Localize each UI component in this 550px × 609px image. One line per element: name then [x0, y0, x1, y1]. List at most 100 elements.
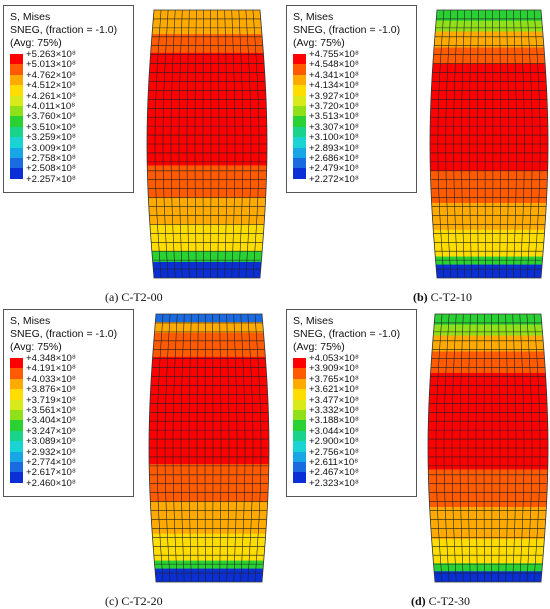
legend-title: S, Mises [10, 315, 50, 327]
color-swatch [10, 389, 23, 399]
caption-letter: (c) [105, 594, 118, 608]
color-scale [293, 358, 306, 483]
legend-value: +2.460×10⁸ [26, 479, 76, 489]
color-swatch [10, 137, 23, 147]
legend-value: +3.621×10⁸ [309, 385, 359, 395]
color-swatch [293, 389, 306, 399]
color-swatch [293, 127, 306, 137]
color-swatch [293, 148, 306, 158]
color-swatch [293, 64, 306, 74]
stress-band [148, 569, 270, 583]
color-swatch [293, 472, 306, 482]
panel-c: S, Mises SNEG, (fraction = -1.0) (Avg: 7… [0, 304, 275, 608]
stress-band [427, 314, 549, 325]
legend-value: +4.512×10⁸ [26, 81, 76, 91]
stress-band [146, 53, 268, 166]
stress-band [146, 10, 268, 19]
value-list: +5.263×10⁸ +5.013×10⁸ +4.762×10⁸ +4.512×… [26, 50, 76, 185]
color-swatch [10, 358, 23, 368]
color-swatch [293, 137, 306, 147]
stress-band [429, 257, 549, 266]
color-swatch [10, 420, 23, 430]
stress-band [146, 262, 268, 279]
color-swatch [10, 452, 23, 462]
color-swatch [293, 431, 306, 441]
value-list: +4.053×10⁸ +3.909×10⁸ +3.765×10⁸ +3.621×… [309, 354, 359, 489]
legend-value: +2.900×10⁸ [309, 437, 359, 447]
stress-band [146, 224, 268, 251]
stress-band [146, 251, 268, 262]
legend-value: +2.257×10⁸ [26, 175, 76, 185]
caption-name: C-T2-20 [121, 594, 162, 608]
legend-subtitle: SNEG, (fraction = -1.0) [293, 328, 400, 340]
color-swatch [293, 85, 306, 95]
legend-title: S, Mises [293, 315, 333, 327]
cylinder-model [427, 308, 549, 588]
legend-avg: (Avg: 75%) [10, 37, 62, 49]
color-swatch [10, 472, 23, 482]
color-swatch [10, 116, 23, 126]
legend: S, Mises SNEG, (fraction = -1.0) (Avg: 7… [3, 309, 134, 497]
color-scale [10, 54, 23, 179]
panel-d: S, Mises SNEG, (fraction = -1.0) (Avg: 7… [283, 304, 550, 608]
stress-band [429, 230, 549, 257]
legend-avg: (Avg: 75%) [293, 37, 345, 49]
cylinder-model [429, 4, 549, 284]
stress-band [427, 539, 549, 564]
panel-a: S, Mises SNEG, (fraction = -1.0) (Avg: 7… [0, 0, 275, 304]
stress-band [146, 165, 268, 198]
caption-name: C-T2-10 [431, 290, 472, 304]
color-swatch [293, 96, 306, 106]
color-swatch [293, 168, 306, 178]
color-swatch [10, 400, 23, 410]
legend: S, Mises SNEG, (fraction = -1.0) (Avg: 7… [286, 5, 417, 193]
legend: S, Mises SNEG, (fraction = -1.0) (Avg: 7… [3, 5, 134, 193]
stress-band [148, 357, 270, 465]
color-swatch [10, 96, 23, 106]
legend-avg: (Avg: 75%) [10, 341, 62, 353]
color-swatch [293, 462, 306, 472]
color-swatch [10, 379, 23, 389]
stress-band [427, 325, 549, 336]
legend-value: +3.876×10⁸ [26, 385, 76, 395]
legend-value: +3.089×10⁸ [26, 437, 76, 447]
cylinder-model [148, 308, 270, 588]
color-swatch [293, 400, 306, 410]
color-swatch [293, 379, 306, 389]
color-swatch [293, 452, 306, 462]
legend: S, Mises SNEG, (fraction = -1.0) (Avg: 7… [286, 309, 417, 497]
stress-band [427, 352, 549, 374]
color-swatch [10, 148, 23, 158]
color-swatch [10, 127, 23, 137]
legend-value: +3.100×10⁸ [309, 133, 359, 143]
color-swatch [10, 462, 23, 472]
caption-letter: (a) [105, 290, 118, 304]
stress-band [427, 563, 549, 572]
panel-b: S, Mises SNEG, (fraction = -1.0) (Avg: 7… [283, 0, 550, 304]
color-swatch [10, 54, 23, 64]
color-swatch [293, 75, 306, 85]
stress-band [148, 534, 270, 561]
color-swatch [10, 75, 23, 85]
stress-band [146, 18, 268, 35]
caption-letter: (d) [411, 594, 426, 608]
color-scale [10, 358, 23, 483]
value-list: +4.755×10⁸ +4.548×10⁸ +4.341×10⁸ +4.134×… [309, 50, 359, 185]
caption: (d) C-T2-30 [411, 594, 470, 609]
color-swatch [10, 431, 23, 441]
color-swatch [293, 106, 306, 116]
stress-band [148, 314, 270, 323]
legend-title: S, Mises [293, 11, 333, 23]
legend-value: +4.134×10⁸ [309, 81, 359, 91]
legend-value: +2.323×10⁸ [309, 479, 359, 489]
caption-letter: (b) [413, 290, 428, 304]
legend-value: +2.272×10⁸ [309, 175, 359, 185]
color-swatch [10, 410, 23, 420]
color-swatch [10, 158, 23, 168]
color-swatch [10, 168, 23, 178]
stress-band [429, 10, 549, 21]
color-swatch [10, 64, 23, 74]
color-swatch [293, 420, 306, 430]
stress-band [148, 464, 270, 502]
legend-title: S, Mises [10, 11, 50, 23]
